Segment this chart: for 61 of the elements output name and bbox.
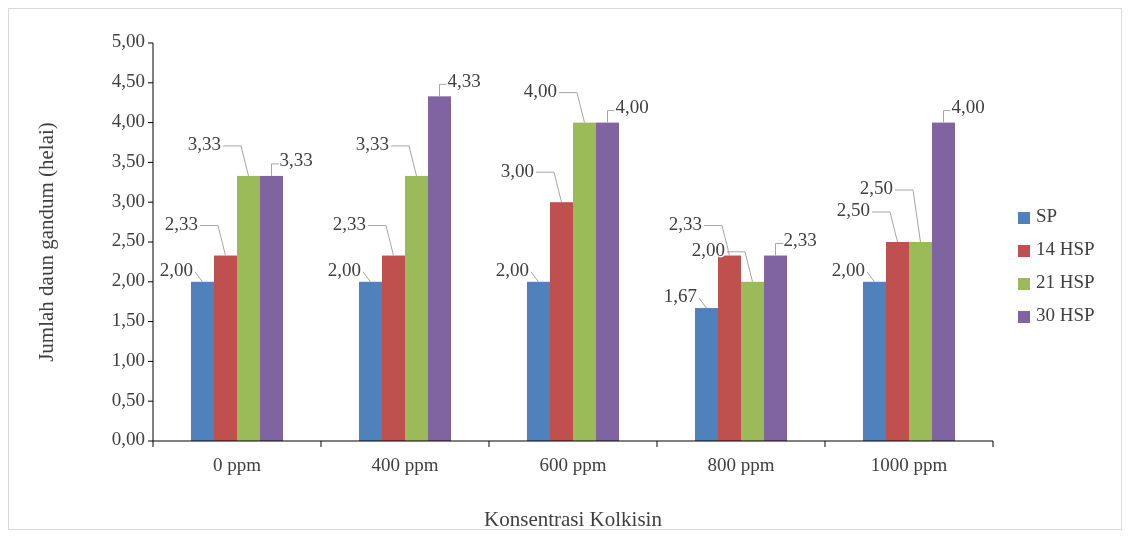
data-label: 2,33: [668, 212, 702, 234]
bar: [191, 281, 214, 441]
bar: [741, 281, 764, 441]
bar: [527, 281, 550, 441]
data-label: 3,33: [187, 133, 221, 155]
bar: [214, 255, 237, 441]
bar: [909, 242, 932, 441]
y-tick-label: 4,00: [111, 109, 145, 131]
bar: [573, 122, 596, 441]
bar: [886, 242, 909, 441]
x-tick-label: 400 ppm: [371, 454, 439, 475]
x-tick-label: 0 ppm: [212, 454, 262, 475]
data-label: 2,00: [327, 259, 361, 281]
y-tick-label: 2,00: [111, 269, 145, 291]
x-tick-label: 1000 ppm: [870, 454, 948, 475]
x-tick-label: 600 ppm: [539, 454, 607, 475]
data-label: 2,33: [164, 212, 198, 234]
data-label: 3,00: [500, 159, 534, 181]
data-label: 4,33: [447, 69, 481, 91]
data-label: 2,00: [495, 259, 529, 281]
data-label: 4,00: [523, 79, 557, 101]
legend-label: 30 HSP: [1036, 304, 1095, 326]
y-tick-label: 0,50: [111, 388, 145, 410]
legend-label: 21 HSP: [1036, 271, 1095, 293]
bar: [550, 202, 573, 441]
bar: [863, 281, 886, 441]
y-tick-label: 5,00: [111, 30, 145, 52]
y-tick-label: 2,50: [111, 229, 145, 251]
bar: [695, 308, 718, 441]
bar: [382, 255, 405, 441]
y-tick-label: 4,50: [111, 70, 145, 92]
y-tick-label: 3,00: [111, 189, 145, 211]
bar: [596, 122, 619, 441]
data-label: 2,33: [332, 212, 366, 234]
y-tick-label: 1,00: [111, 348, 145, 370]
legend-label: 14 HSP: [1036, 238, 1095, 260]
data-label: 2,33: [783, 228, 817, 250]
bar: [260, 175, 283, 441]
bar: [428, 96, 451, 441]
data-label: 2,00: [691, 239, 725, 261]
x-axis-title: Konsentrasi Kolkisin: [484, 507, 663, 531]
x-tick-label: 800 ppm: [707, 454, 775, 475]
data-label: 2,50: [859, 177, 893, 199]
data-label: 1,67: [663, 285, 697, 307]
y-tick-label: 3,50: [111, 149, 145, 171]
data-label: 2,00: [831, 259, 865, 281]
bar: [237, 175, 260, 441]
data-label: 3,33: [279, 149, 313, 171]
y-tick-label: 1,50: [111, 308, 145, 330]
data-label: 4,00: [615, 95, 649, 117]
bar: [405, 175, 428, 441]
data-label: 3,33: [355, 133, 389, 155]
bar: [932, 122, 955, 441]
data-label: 2,50: [836, 199, 870, 221]
y-axis-title: Jumlah daun gandum (helai): [34, 122, 58, 362]
data-label: 4,00: [951, 95, 985, 117]
bar: [359, 281, 382, 441]
legend-label: SP: [1036, 205, 1058, 227]
bar: [764, 255, 787, 441]
data-label: 2,00: [159, 259, 193, 281]
y-tick-label: 0,00: [111, 428, 145, 450]
